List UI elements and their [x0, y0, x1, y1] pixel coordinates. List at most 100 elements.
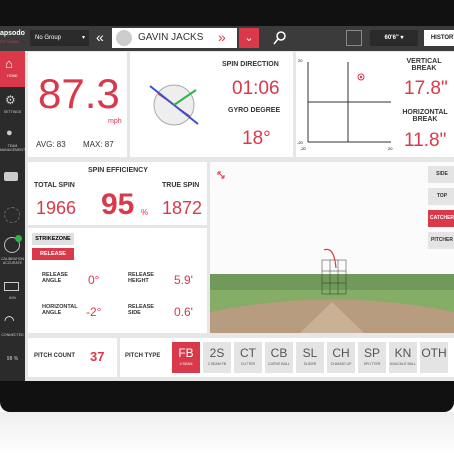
pitch-name: CHANGE UP	[330, 362, 352, 366]
signal-label: 98 %	[6, 356, 19, 362]
spin-direction-value: 01:06	[232, 78, 280, 99]
efficiency-title: SPIN EFFICIENCY	[88, 167, 148, 174]
velocity-unit: mph	[108, 118, 122, 125]
camera-icon[interactable]	[4, 172, 18, 181]
release-side-value: 0.6'	[174, 305, 193, 319]
settings-icon[interactable]: ⚙	[5, 93, 16, 107]
max-label: MAX:	[83, 140, 103, 149]
pitch-name: CURVE BALL	[268, 362, 290, 366]
efficiency-panel: SPIN EFFICIENCY TOTAL SPIN 1966 95 % TRU…	[28, 162, 207, 225]
pitch-code: CT	[240, 346, 256, 360]
home-label: HOME	[7, 74, 18, 78]
vertical-break-label: VERTICAL BREAK	[406, 58, 442, 72]
field-view	[210, 162, 454, 333]
pitch-type-button[interactable]: OTH	[420, 342, 448, 373]
pitch-type-button[interactable]: KN KNUCKLE BALL	[389, 342, 417, 373]
true-spin-value: 1872	[162, 198, 203, 218]
horizontal-break-value: 11.8"	[404, 130, 447, 151]
view-button[interactable]: SIDE	[428, 166, 454, 183]
spin-panel: SPIN DIRECTION 01:06 GYRO DEGREE 18°	[130, 52, 293, 157]
pitch-code: OTH	[421, 346, 447, 360]
pitch-name: KNUCKLE BALL	[389, 362, 417, 366]
pitch-type-button[interactable]: CT CUTTER	[234, 342, 262, 373]
team-label: TEAM MANAGEMENT	[0, 144, 26, 152]
total-spin-label: TOTAL SPIN	[34, 182, 75, 189]
pitch-type-label: PITCH TYPE	[125, 353, 161, 359]
break-panel: 20 -20 -20 20 VERTICAL BREAK 17.8" HORIZ…	[296, 52, 454, 157]
history-button[interactable]: HISTORY	[424, 30, 454, 46]
gyro-value: 18°	[242, 128, 271, 149]
break-plot	[307, 62, 391, 143]
pitch-code: SP	[363, 346, 380, 360]
group-select[interactable]: No Group ▾	[30, 30, 89, 46]
view-panel: SIDE TOP CATCHER PITCHER	[210, 162, 454, 333]
home-tab[interactable]	[0, 51, 25, 87]
reflection	[0, 412, 454, 454]
team-icon[interactable]: ●	[6, 127, 13, 139]
vertical-break-value: 17.8"	[404, 78, 448, 99]
pitch-name: 4 SEAM	[179, 362, 193, 366]
pitch-name: 2 SEAM FB	[207, 362, 227, 366]
tick-bottom: -20	[297, 140, 303, 145]
player-box	[112, 28, 237, 48]
view-button[interactable]: PITCHER	[428, 232, 454, 249]
release-panel: STRIKEZONE RELEASE RELEASE ANGLE 0° RELE…	[28, 228, 207, 333]
tick-left: -20	[300, 146, 306, 151]
max: MAX: 87	[83, 140, 114, 149]
tick-top: 20	[298, 58, 303, 63]
pitch-code: CB	[270, 346, 288, 360]
settings-label: SETTINGS	[3, 110, 22, 114]
strikezone-tab[interactable]: STRIKEZONE	[32, 233, 74, 245]
calibration-icon	[4, 237, 20, 253]
velocity-value: 87.3	[38, 70, 120, 117]
pitch-name: SPLITTER	[363, 362, 381, 366]
release-tab[interactable]: RELEASE	[32, 248, 74, 260]
pitch-type-panel: PITCH TYPE FB 4 SEAM 2S 2 SEAM FB CT CUTTER CB…	[120, 338, 454, 377]
spin-direction-label: SPIN DIRECTION	[222, 61, 279, 68]
logo: apsodo	[0, 30, 25, 37]
efficiency-unit: %	[141, 208, 149, 217]
logo-sub: PITCHING	[0, 39, 20, 44]
pitch-type-button[interactable]: FB 4 SEAM	[172, 342, 200, 373]
total-spin-value: 1966	[36, 198, 77, 218]
dropdown-button[interactable]: ⌄	[239, 28, 259, 48]
pitch-count-panel: PITCH COUNT 37	[28, 338, 117, 377]
pitch-name: SLIDER	[303, 362, 317, 366]
pitch-type-button[interactable]: SL SLIDER	[296, 342, 324, 373]
gyro-label: GYRO DEGREE	[228, 107, 281, 114]
pitch-type-button[interactable]: CH CHANGE UP	[327, 342, 355, 373]
battery-icon	[4, 282, 19, 291]
home-icon: ⌂	[5, 56, 13, 71]
release-height-label: RELEASE HEIGHT	[128, 272, 154, 284]
horizontal-break-label: HORIZONTAL BREAK	[402, 109, 448, 123]
efficiency-value: 95	[101, 188, 135, 221]
avg-value: 83	[56, 140, 66, 149]
pitch-type-button[interactable]: 2S 2 SEAM FB	[203, 342, 231, 373]
pitch-code: KN	[394, 346, 412, 360]
view-button[interactable]: CATCHER	[428, 210, 454, 227]
pitch-count-value: 37	[90, 349, 105, 364]
pitch-count-label: PITCH COUNT	[34, 353, 75, 359]
view-button[interactable]: TOP	[428, 188, 454, 205]
prev-button[interactable]: «	[96, 29, 104, 45]
baseball-graphic	[149, 84, 199, 126]
pitch-code: 2S	[209, 346, 225, 360]
pitch-type-button[interactable]: SP SPLITTER	[358, 342, 386, 373]
next-button[interactable]: »	[218, 29, 226, 45]
battery-label: 64%	[8, 296, 16, 300]
true-spin-label: TRUE SPIN	[162, 182, 200, 189]
check-badge	[15, 235, 22, 242]
group-text: No Group	[35, 35, 62, 41]
search-icon[interactable]	[272, 30, 288, 46]
horizontal-angle-label: HORIZONTAL ANGLE	[42, 304, 78, 316]
pitch-name: CUTTER	[240, 362, 256, 366]
pitch-code: FB	[178, 346, 194, 360]
distance-select[interactable]: 60'6" ▾	[370, 30, 418, 46]
edit-icon[interactable]	[346, 30, 362, 46]
release-height-value: 5.9'	[174, 273, 193, 287]
distance-text: 60'6"	[384, 35, 399, 41]
player-name: GAVIN JACKS	[138, 32, 204, 43]
release-side-label: RELEASE SIDE	[128, 304, 154, 316]
pitch-type-button[interactable]: CB CURVE BALL	[265, 342, 293, 373]
